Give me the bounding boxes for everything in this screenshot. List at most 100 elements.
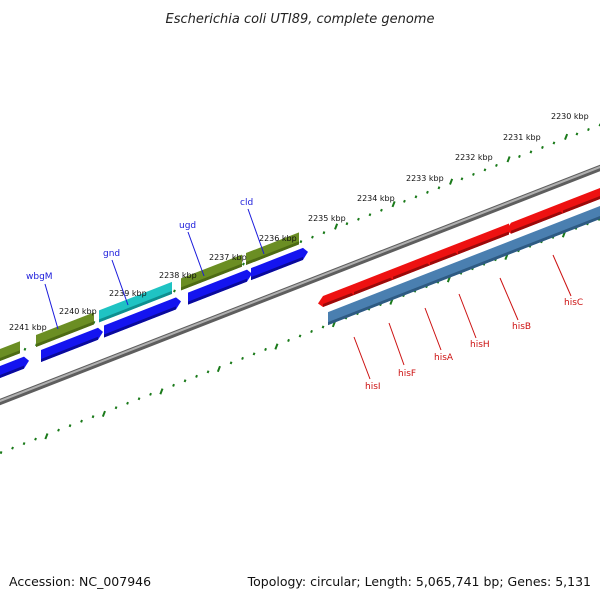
gene-block-red-4-body xyxy=(453,223,509,255)
scale-tick xyxy=(495,163,498,167)
scale-tick xyxy=(44,433,49,440)
gene-block-lower-1 xyxy=(41,327,103,363)
scale-tick xyxy=(552,141,556,145)
scale-label: 2231 kbp xyxy=(503,133,541,142)
leader-line xyxy=(44,283,59,330)
scale-tick xyxy=(242,262,245,266)
scale-tick xyxy=(23,347,27,351)
scale-tick xyxy=(472,172,475,176)
scale-tick xyxy=(241,356,244,360)
scale-tick xyxy=(80,419,83,423)
scale-tick xyxy=(426,190,429,194)
scale-tick xyxy=(298,334,302,338)
gene-name: hisC xyxy=(564,298,583,308)
gene-block-red-4-shade xyxy=(458,231,509,255)
gene-name: hisH xyxy=(470,340,490,350)
scale-tick xyxy=(449,178,454,185)
gene-block-red-2-body xyxy=(388,254,430,280)
gene-block-red-3-shade xyxy=(430,251,458,266)
scale-tick xyxy=(101,410,106,417)
scale-tick xyxy=(57,428,60,432)
reverse-strand-genes xyxy=(318,188,600,326)
gene-block-red-0 xyxy=(318,283,354,308)
leader-line xyxy=(388,322,405,366)
scale-label: 2240 kbp xyxy=(59,307,97,316)
scale-label: 2234 kbp xyxy=(357,194,395,203)
gene-block-red-4 xyxy=(453,223,509,255)
gene-block-red-1-body xyxy=(349,268,393,295)
leader-line xyxy=(247,208,265,255)
leader-line xyxy=(187,231,205,277)
gene-name: hisF xyxy=(398,369,416,379)
gene-label-ugd: ugd xyxy=(179,221,205,277)
gene-block-upper-3-shade xyxy=(181,263,242,291)
scale-tick xyxy=(391,200,396,208)
scale-tick xyxy=(334,223,339,230)
gene-block-red-3 xyxy=(425,243,458,266)
gene-block-red-1 xyxy=(349,268,393,295)
scale-labels: 2230 kbp 2231 kbp 2232 kbp 2233 kbp 2234 kbp… xyxy=(9,112,589,332)
gene-name: ugd xyxy=(179,221,196,231)
gene-block-red-2 xyxy=(388,254,430,280)
scale-tick xyxy=(311,235,314,239)
gene-block-upper-2 xyxy=(99,281,172,323)
scale-tick xyxy=(274,343,279,350)
scale-tick xyxy=(299,240,303,244)
gene-block-red-0-body xyxy=(318,283,354,308)
gene-block-lower-2-shade xyxy=(104,306,176,338)
scale-label: 2230 kbp xyxy=(551,112,589,121)
scale-tick xyxy=(575,132,579,136)
gene-block-red-0-shade xyxy=(323,291,354,308)
scale-tick xyxy=(518,154,521,158)
leader-line xyxy=(552,254,572,297)
scale-tick xyxy=(114,406,118,410)
scale-label: 2239 kbp xyxy=(109,289,147,298)
scale-tick xyxy=(183,379,187,383)
gene-name: wbgM xyxy=(26,272,53,282)
scale-tick xyxy=(0,451,3,455)
gene-block-red-3-body xyxy=(425,243,458,266)
gene-label-hisF: hisF xyxy=(388,322,416,379)
gene-block-steel-shade xyxy=(328,216,600,326)
gene-block-upper-3-body xyxy=(181,254,242,291)
scale-tick xyxy=(195,374,198,378)
scale-tick xyxy=(172,383,175,387)
scale-tick xyxy=(380,208,383,212)
gene-labels: wbgM gnd ugd cld hisI hisF hisA hisH hisB hisC xyxy=(26,198,583,392)
scale-tick xyxy=(587,127,590,132)
scale-tick xyxy=(437,186,441,190)
scale-label: 2241 kbp xyxy=(9,323,47,332)
gene-name: gnd xyxy=(103,249,120,259)
scale-tick xyxy=(357,217,360,221)
gene-block-red-1-shade xyxy=(354,276,393,295)
scale-label: 2237 kbp xyxy=(209,253,247,262)
gene-block-lower-4-shade xyxy=(251,256,303,281)
forward-strand-genes xyxy=(0,232,308,378)
gene-block-upper-0-body xyxy=(0,341,20,361)
scale-tick xyxy=(68,424,72,428)
scale-tick xyxy=(22,442,26,446)
scale-label: 2233 kbp xyxy=(406,174,444,183)
gene-block-upper-1-shade xyxy=(36,321,94,347)
gene-block-red-6-body xyxy=(558,188,600,214)
scale-tick xyxy=(216,365,221,373)
gene-name: hisB xyxy=(512,322,531,332)
gene-label-cld: cld xyxy=(240,198,265,255)
map-title: Escherichia coli UTI89, complete genome xyxy=(166,12,435,27)
gene-block-lower-3 xyxy=(188,269,252,305)
gene-block-upper-1 xyxy=(36,312,94,347)
gene-label-hisI: hisI xyxy=(353,336,381,392)
scale-tick xyxy=(173,289,176,293)
gene-block-red-2-shade xyxy=(393,262,430,280)
gene-name: cld xyxy=(240,198,253,208)
gene-block-lower-1-shade xyxy=(41,336,98,363)
scale-tick xyxy=(252,352,256,356)
gene-block-red-5-body xyxy=(506,202,563,234)
gene-block-steel xyxy=(328,206,600,326)
gene-block-red-6 xyxy=(558,188,600,214)
gene-block-lower-2 xyxy=(104,297,181,338)
gene-block-upper-4-body xyxy=(246,232,299,266)
leader-line xyxy=(353,336,371,380)
